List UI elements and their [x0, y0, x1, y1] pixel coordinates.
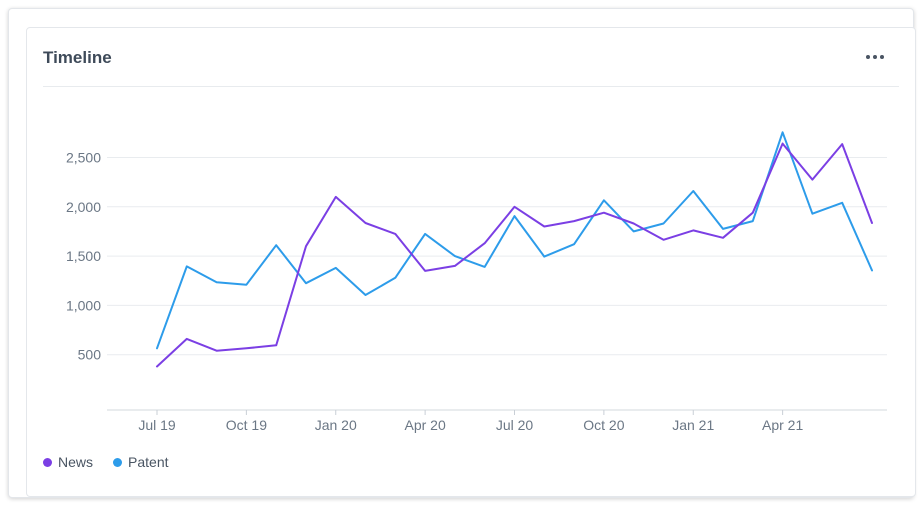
- x-tick-label: Jan 21: [672, 417, 714, 433]
- timeline-card: Timeline 500 1,000 1,500 2,000 2,500 Jul 19 O…: [26, 27, 916, 497]
- y-tick-label: 500: [78, 347, 102, 363]
- y-tick-label: 2,500: [66, 149, 101, 165]
- x-tick-label: Oct 19: [226, 417, 267, 433]
- y-axis: 500 1,000 1,500 2,000 2,500: [66, 149, 101, 362]
- x-tick-label: Oct 20: [583, 417, 624, 433]
- title-divider: [43, 86, 899, 87]
- more-horizontal-icon: [866, 55, 870, 59]
- widget-frame: Timeline 500 1,000 1,500 2,000 2,500 Jul 19 O…: [8, 8, 916, 498]
- x-tick-label: Jan 20: [315, 417, 357, 433]
- timeline-chart: 500 1,000 1,500 2,000 2,500 Jul 19 Oct 19 Jan …: [66, 131, 887, 433]
- x-tick-label: Jul 20: [496, 417, 534, 433]
- more-options-button[interactable]: [861, 46, 889, 68]
- series-line-news[interactable]: [156, 142, 873, 368]
- series-lines: [156, 131, 873, 368]
- legend-label: Patent: [128, 454, 169, 470]
- grid-lines: [107, 156, 887, 356]
- legend-item-news[interactable]: News: [43, 454, 93, 470]
- x-tick-label: Jul 19: [138, 417, 176, 433]
- series-line-patent[interactable]: [156, 131, 873, 350]
- more-horizontal-icon: [880, 55, 884, 59]
- x-axis: Jul 19 Oct 19 Jan 20 Apr 20 Jul 20 Oct 20 Jan …: [107, 409, 887, 433]
- y-tick-label: 1,000: [66, 297, 101, 313]
- legend-label: News: [58, 454, 94, 470]
- more-horizontal-icon: [873, 55, 877, 59]
- legend-item-patent[interactable]: Patent: [113, 454, 169, 470]
- legend-swatch: [113, 457, 123, 467]
- x-tick-label: Apr 20: [405, 417, 446, 433]
- x-tick-label: Apr 21: [762, 417, 803, 433]
- y-tick-label: 2,000: [66, 199, 101, 215]
- y-tick-label: 1,500: [66, 248, 101, 264]
- chart-legend: News Patent: [43, 454, 169, 470]
- legend-swatch: [43, 457, 52, 467]
- card-title: Timeline: [43, 48, 112, 67]
